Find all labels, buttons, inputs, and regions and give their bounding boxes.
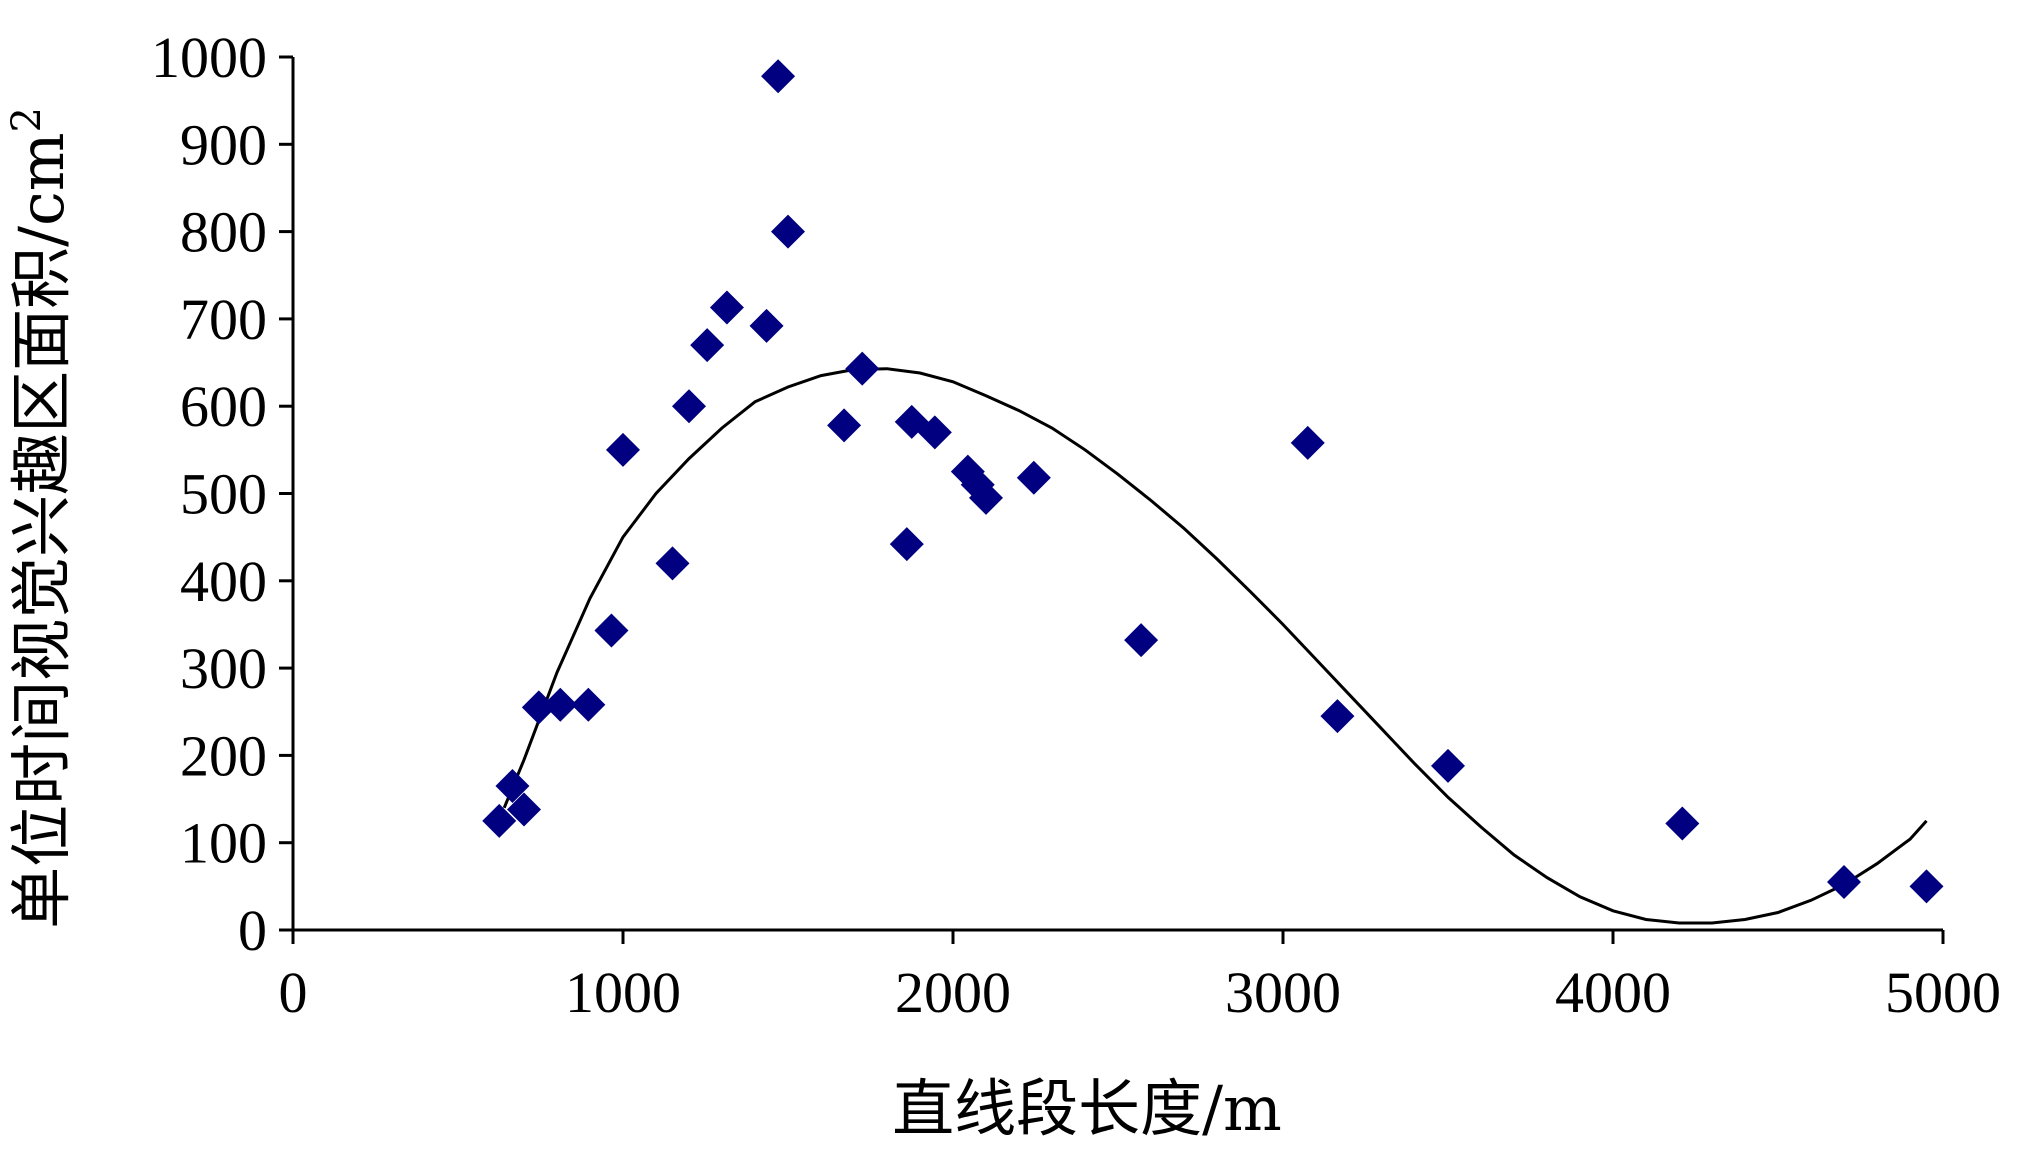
- y-axis-title: 单位时间视觉兴趣区面积/cm2: [4, 107, 78, 929]
- data-point: [482, 803, 517, 838]
- data-point: [749, 308, 784, 343]
- data-point: [1016, 460, 1051, 495]
- data-point: [1665, 806, 1700, 841]
- data-point: [672, 389, 706, 424]
- data-point: [1290, 425, 1325, 460]
- y-tick-label: 800: [180, 200, 267, 265]
- data-points: [482, 59, 1944, 904]
- data-point: [761, 59, 796, 94]
- data-point: [889, 527, 924, 562]
- y-axis-title-superscript: 2: [4, 107, 50, 132]
- data-point: [690, 328, 725, 363]
- data-point: [1320, 699, 1355, 734]
- data-point: [507, 792, 541, 827]
- data-point: [521, 690, 556, 725]
- y-tick-label: 700: [180, 287, 267, 352]
- x-ticks: 0 1000 2000 3000 4000 5000: [279, 930, 2001, 1025]
- y-tick-label: 1000: [151, 25, 267, 90]
- data-point: [845, 351, 880, 386]
- axes: [291, 57, 1943, 932]
- x-tick-label: 0: [279, 960, 308, 1025]
- x-tick-label: 4000: [1555, 960, 1671, 1025]
- data-point: [571, 687, 606, 722]
- fit-curve: [502, 367, 1928, 925]
- x-axis-title: 直线段长度/m: [892, 1072, 1282, 1145]
- x-tick-label: 3000: [1225, 960, 1341, 1025]
- data-point: [1909, 869, 1944, 904]
- y-ticks: 0 100 200 300 400 500 600 700 800 900 1000: [151, 25, 293, 963]
- data-point: [1827, 864, 1861, 899]
- y-axis-title-main: 单位时间视觉兴趣区面积/cm: [5, 133, 78, 929]
- data-point: [709, 290, 744, 325]
- y-tick-label: 100: [180, 811, 267, 876]
- y-tick-label: 600: [180, 374, 267, 439]
- data-point: [495, 768, 530, 803]
- y-tick-label: 200: [180, 723, 267, 788]
- data-point: [917, 415, 952, 450]
- y-tick-label: 0: [238, 898, 267, 963]
- data-point: [543, 687, 578, 722]
- y-tick-label: 500: [180, 462, 267, 527]
- y-tick-label: 300: [180, 636, 267, 701]
- y-tick-label: 900: [180, 112, 267, 177]
- data-point: [594, 613, 629, 648]
- x-tick-label: 5000: [1885, 960, 2001, 1025]
- data-point: [1124, 623, 1159, 658]
- x-tick-label: 1000: [565, 960, 681, 1025]
- data-point: [1431, 748, 1465, 783]
- data-point: [827, 408, 862, 443]
- data-point: [771, 214, 805, 249]
- data-point: [655, 546, 690, 581]
- y-tick-label: 400: [180, 549, 267, 614]
- x-tick-label: 2000: [895, 960, 1011, 1025]
- data-point: [969, 480, 1003, 515]
- data-point: [606, 432, 640, 467]
